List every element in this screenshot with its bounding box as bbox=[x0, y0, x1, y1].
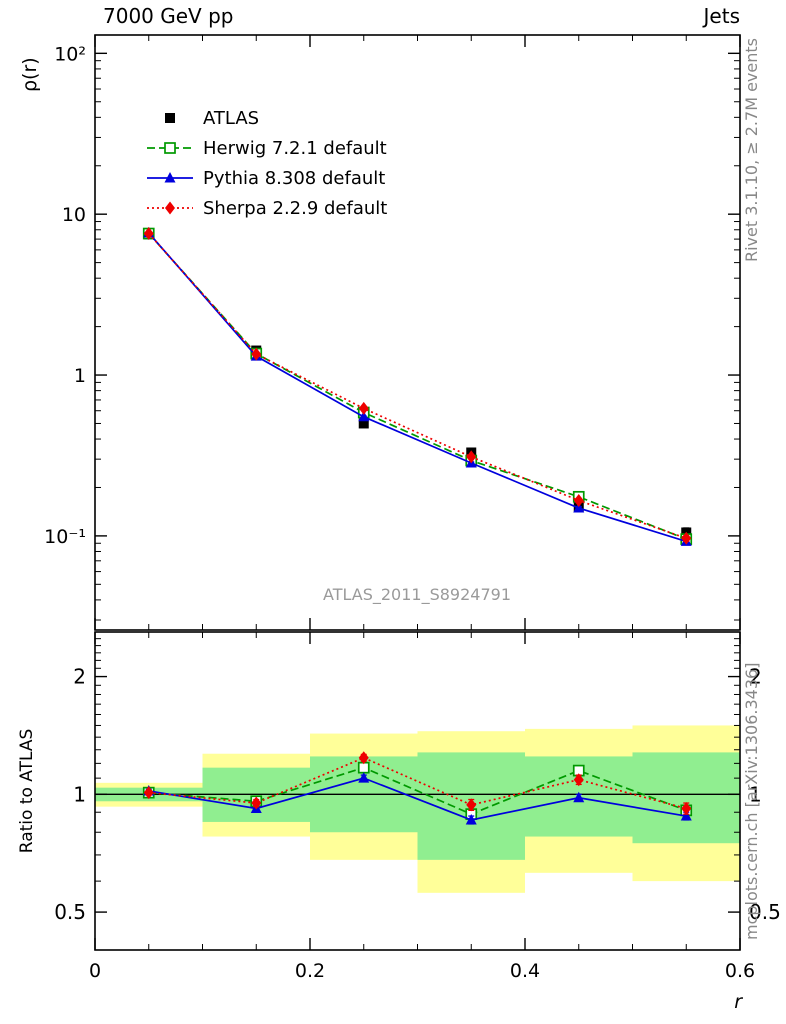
title-beam-energy: 7000 GeV pp bbox=[103, 4, 234, 28]
axes-and-ticks: 0 0.2 0.4 0.6 10⁻¹ 1 10 10² 0.5 0.5 1 1 2 2 bbox=[44, 34, 781, 982]
main-series-sherpa bbox=[143, 227, 692, 545]
legend-item-pythia: Pythia 8.308 default bbox=[147, 168, 385, 189]
legend-item-sherpa: Sherpa 2.2.9 default bbox=[147, 198, 387, 219]
diamond-marker bbox=[573, 773, 584, 787]
legend: ATLAS Herwig 7.2.1 default Pythia 8.308 de… bbox=[147, 108, 387, 219]
analysis-id-watermark: ATLAS_2011_S8924791 bbox=[323, 585, 511, 605]
main-y-tick-label: 10⁻¹ bbox=[44, 526, 86, 548]
series-line bbox=[148, 232, 687, 540]
square-marker bbox=[358, 418, 369, 429]
ratio-y-tick-label-right: 1 bbox=[749, 782, 762, 806]
main-y-tick-label: 1 bbox=[74, 365, 86, 387]
title-analysis: Jets bbox=[702, 4, 740, 28]
legend-label: ATLAS bbox=[203, 108, 259, 129]
data-series bbox=[142, 226, 693, 825]
main-y-tick-label: 10² bbox=[54, 43, 86, 65]
legend-item-atlas: ATLAS bbox=[165, 108, 259, 129]
diamond-marker bbox=[358, 401, 369, 415]
triangle-marker bbox=[164, 172, 176, 183]
ratio-y-tick-label-right: 0.5 bbox=[749, 900, 781, 924]
diamond-marker bbox=[251, 796, 262, 810]
open-square-marker bbox=[164, 142, 176, 154]
ratio-y-tick-label-left: 1 bbox=[73, 782, 86, 806]
x-tick-label: 0.4 bbox=[510, 960, 540, 982]
ratio-y-tick-label-left: 0.5 bbox=[54, 900, 86, 924]
ratio-y-tick-label-right: 2 bbox=[749, 665, 762, 689]
y-axis-label-main: ρ(r) bbox=[19, 57, 41, 92]
diamond-marker bbox=[143, 786, 154, 800]
diamond-marker bbox=[573, 493, 584, 507]
legend-item-herwig: Herwig 7.2.1 default bbox=[147, 138, 387, 159]
ratio-y-tick-label-left: 2 bbox=[73, 665, 86, 689]
main-series-pythia bbox=[143, 226, 692, 546]
legend-label: Herwig 7.2.1 default bbox=[203, 138, 387, 159]
diamond-marker bbox=[466, 798, 477, 812]
triangle-marker bbox=[358, 772, 370, 783]
triangle-marker bbox=[680, 810, 692, 821]
diamond-marker bbox=[143, 227, 154, 241]
diamond-marker bbox=[251, 347, 262, 361]
x-tick-label: 0.6 bbox=[725, 960, 755, 982]
series-line bbox=[148, 756, 687, 810]
legend-label: Sherpa 2.2.9 default bbox=[203, 198, 387, 219]
diamond-marker bbox=[466, 450, 477, 464]
main-frame bbox=[94, 34, 741, 631]
diamond-marker bbox=[358, 751, 369, 765]
series-line bbox=[148, 777, 687, 821]
mcplots-citation-note: mcplots.cern.ch [arXiv:1306.3436] bbox=[742, 663, 761, 940]
x-axis-label: r bbox=[734, 991, 743, 1013]
main-y-tick-label: 10 bbox=[62, 204, 86, 226]
main-series-herwig bbox=[142, 227, 693, 545]
triangle-marker bbox=[573, 791, 585, 803]
series-line bbox=[148, 232, 687, 543]
triangle-marker bbox=[358, 410, 370, 422]
series-line bbox=[148, 232, 687, 540]
ratio-series-sherpa bbox=[143, 751, 692, 815]
square-marker bbox=[165, 113, 175, 123]
legend-label: Pythia 8.308 default bbox=[203, 168, 385, 189]
series-line bbox=[148, 766, 687, 816]
main-series-atlas bbox=[143, 229, 692, 538]
triangle-marker bbox=[465, 813, 477, 825]
diamond-marker bbox=[165, 201, 175, 215]
x-tick-label: 0 bbox=[89, 960, 101, 982]
rivet-version-note: Rivet 3.1.10, ≥ 2.7M events bbox=[742, 38, 761, 262]
diamond-marker bbox=[681, 801, 692, 815]
x-tick-label: 0.2 bbox=[295, 960, 325, 982]
uncertainty-band-inner-bin bbox=[632, 752, 740, 844]
y-axis-label-ratio: Ratio to ATLAS bbox=[17, 729, 37, 854]
triangle-marker bbox=[573, 502, 585, 513]
diamond-marker bbox=[681, 531, 692, 545]
